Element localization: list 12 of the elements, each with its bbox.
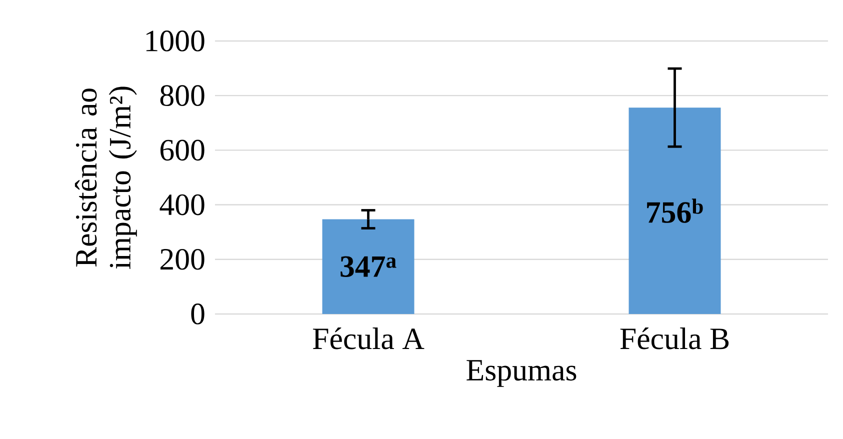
y-tick-label: 1000 bbox=[146, 30, 204, 52]
x-tick-label: Fécula A bbox=[312, 327, 424, 350]
y-tick-label: 600 bbox=[160, 140, 204, 161]
data-label: 347$^{a}$ bbox=[340, 256, 396, 277]
data-label: 756$^{b}$ bbox=[647, 198, 703, 223]
y-tick-label: 800 bbox=[160, 85, 204, 106]
y-tick-label: 400 bbox=[160, 194, 204, 216]
x-axis-title: Espumas bbox=[466, 360, 576, 387]
y-axis-title: Resistência ao impacto (J/m²) bbox=[74, 86, 137, 269]
y-tick-label: 200 bbox=[160, 248, 204, 270]
x-tick-label: Fécula B bbox=[620, 327, 729, 350]
y-tick-label: 0 bbox=[191, 304, 204, 324]
